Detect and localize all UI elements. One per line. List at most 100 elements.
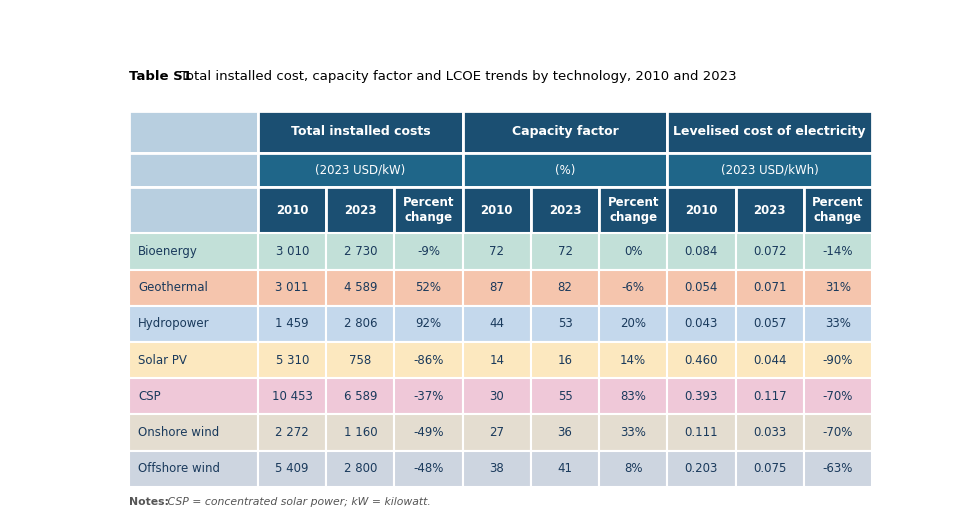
Text: -48%: -48%: [414, 462, 444, 475]
Text: 16: 16: [558, 353, 572, 366]
Bar: [258, 111, 463, 153]
Bar: [463, 270, 531, 306]
Bar: [326, 450, 394, 487]
Text: (%): (%): [555, 164, 575, 176]
Text: Notes:: Notes:: [129, 497, 169, 507]
Bar: [463, 378, 531, 414]
Bar: [326, 270, 394, 306]
Bar: [667, 414, 736, 450]
Bar: [394, 342, 463, 378]
Text: -90%: -90%: [822, 353, 853, 366]
Text: 0.393: 0.393: [685, 390, 718, 403]
Bar: [804, 378, 872, 414]
Bar: [804, 414, 872, 450]
Bar: [736, 414, 804, 450]
Bar: [736, 306, 804, 342]
Bar: [129, 111, 258, 153]
Bar: [531, 342, 599, 378]
Bar: [129, 450, 258, 487]
Text: 2010: 2010: [276, 204, 308, 217]
Bar: [129, 187, 258, 233]
Text: -70%: -70%: [822, 426, 853, 439]
Text: 0.044: 0.044: [753, 353, 786, 366]
Text: -86%: -86%: [414, 353, 444, 366]
Text: 0.072: 0.072: [753, 245, 786, 258]
Text: 14%: 14%: [620, 353, 646, 366]
Bar: [463, 450, 531, 487]
Text: 0.460: 0.460: [685, 353, 718, 366]
Text: 2023: 2023: [344, 204, 377, 217]
Text: -9%: -9%: [417, 245, 440, 258]
Text: 2010: 2010: [685, 204, 718, 217]
Text: Onshore wind: Onshore wind: [138, 426, 220, 439]
Text: Offshore wind: Offshore wind: [138, 462, 220, 475]
Text: 55: 55: [558, 390, 572, 403]
Text: CSP: CSP: [138, 390, 161, 403]
Text: 87: 87: [489, 281, 504, 294]
Text: -63%: -63%: [822, 462, 853, 475]
Text: 0.075: 0.075: [753, 462, 786, 475]
Text: 44: 44: [489, 317, 504, 330]
Bar: [667, 187, 736, 233]
Text: Total installed cost, capacity factor and LCOE trends by technology, 2010 and 20: Total installed cost, capacity factor an…: [180, 70, 738, 83]
Text: 2010: 2010: [481, 204, 513, 217]
Bar: [129, 153, 258, 187]
Text: (2023 USD/kWh): (2023 USD/kWh): [721, 164, 818, 176]
Bar: [804, 306, 872, 342]
Text: 758: 758: [349, 353, 372, 366]
Text: 31%: 31%: [825, 281, 850, 294]
Bar: [804, 450, 872, 487]
Bar: [736, 342, 804, 378]
Text: 3 010: 3 010: [275, 245, 308, 258]
Text: 10 453: 10 453: [271, 390, 312, 403]
Bar: [326, 342, 394, 378]
Bar: [736, 233, 804, 270]
Text: 0.033: 0.033: [753, 426, 786, 439]
Text: 72: 72: [558, 245, 572, 258]
Bar: [599, 187, 667, 233]
Text: Hydropower: Hydropower: [138, 317, 210, 330]
Text: Geothermal: Geothermal: [138, 281, 208, 294]
Bar: [258, 306, 326, 342]
Bar: [463, 233, 531, 270]
Text: Table S1: Table S1: [129, 70, 192, 83]
Bar: [599, 378, 667, 414]
Text: Capacity factor: Capacity factor: [512, 125, 619, 138]
Text: 5 409: 5 409: [275, 462, 309, 475]
Bar: [326, 233, 394, 270]
Text: 2 272: 2 272: [275, 426, 309, 439]
Bar: [804, 342, 872, 378]
Text: 2023: 2023: [549, 204, 581, 217]
Text: 82: 82: [558, 281, 572, 294]
Bar: [804, 187, 872, 233]
Bar: [129, 342, 258, 378]
Text: 1 459: 1 459: [275, 317, 309, 330]
Bar: [804, 270, 872, 306]
Text: 0.043: 0.043: [685, 317, 718, 330]
Text: 0.057: 0.057: [753, 317, 786, 330]
Bar: [129, 233, 258, 270]
Text: Percent
change: Percent change: [607, 196, 659, 224]
Text: 5 310: 5 310: [275, 353, 308, 366]
Text: CSP = concentrated solar power; kW = kilowatt.: CSP = concentrated solar power; kW = kil…: [163, 497, 431, 507]
Bar: [258, 378, 326, 414]
Bar: [258, 233, 326, 270]
Text: 33%: 33%: [620, 426, 646, 439]
Text: 1 160: 1 160: [343, 426, 378, 439]
Bar: [667, 111, 872, 153]
Bar: [531, 306, 599, 342]
Bar: [258, 187, 326, 233]
Text: Total installed costs: Total installed costs: [291, 125, 430, 138]
Text: 0.054: 0.054: [685, 281, 718, 294]
Text: 0.203: 0.203: [685, 462, 718, 475]
Text: -14%: -14%: [822, 245, 853, 258]
Bar: [667, 306, 736, 342]
Text: 2 806: 2 806: [343, 317, 378, 330]
Bar: [667, 153, 872, 187]
Text: Levelised cost of electricity: Levelised cost of electricity: [673, 125, 866, 138]
Bar: [667, 378, 736, 414]
Text: 0.117: 0.117: [753, 390, 786, 403]
Bar: [129, 270, 258, 306]
Bar: [463, 153, 667, 187]
Text: 8%: 8%: [624, 462, 642, 475]
